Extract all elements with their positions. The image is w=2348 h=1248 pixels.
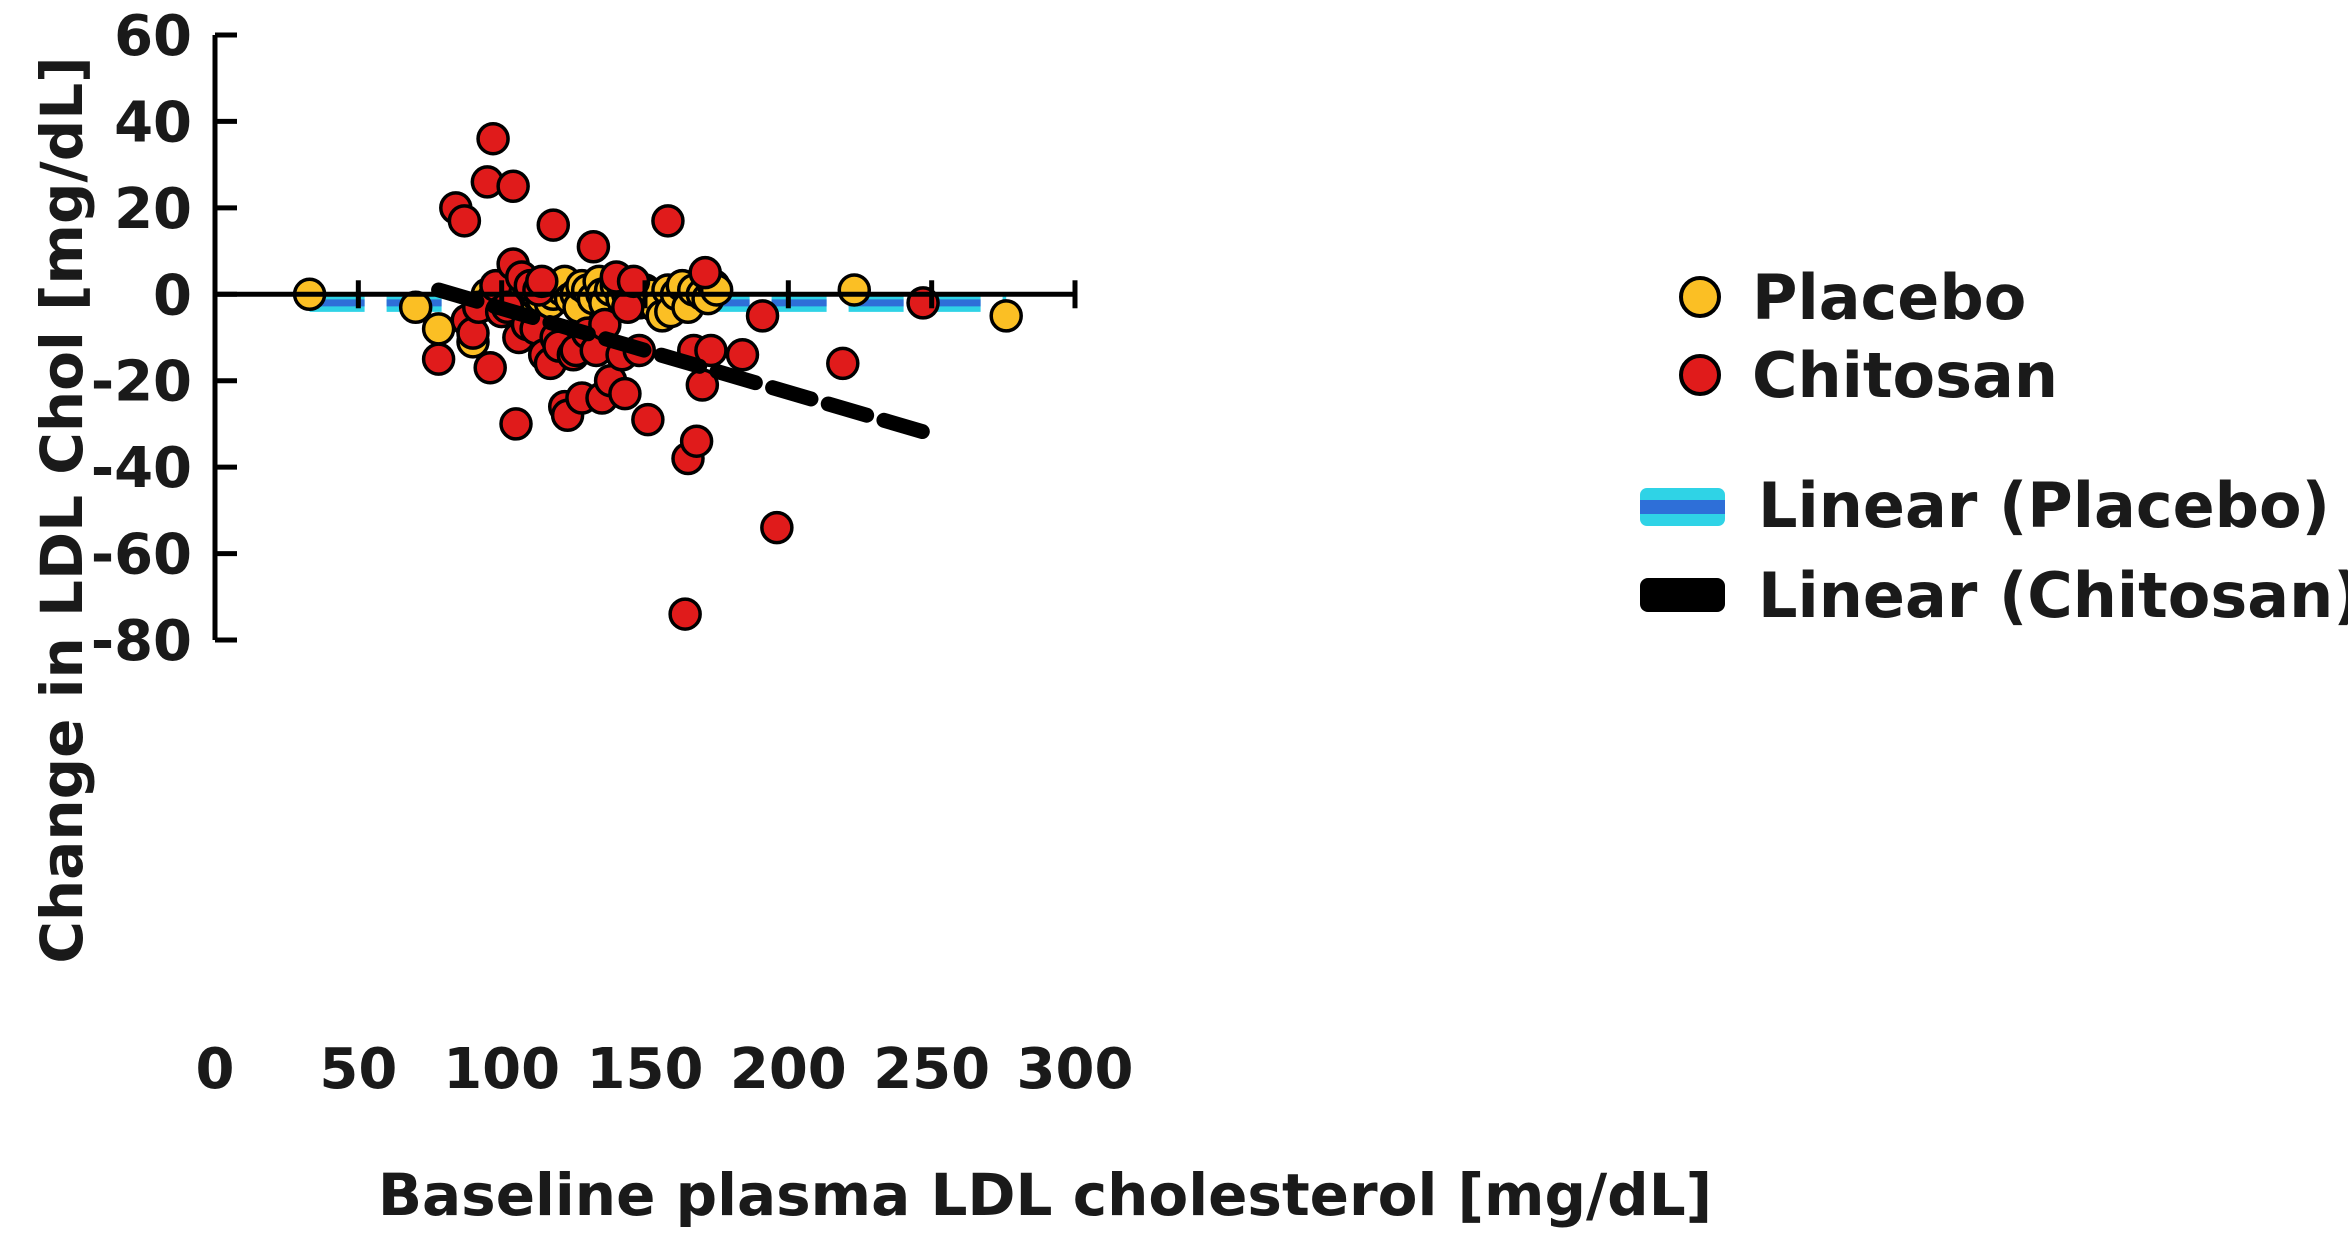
legend-swatch-linear-placebo — [1640, 488, 1725, 526]
point-placebo-2 — [421, 312, 456, 346]
point-chitosan-13 — [499, 407, 533, 441]
trendline-chitosan — [431, 282, 934, 441]
point-chitosan-7 — [473, 351, 507, 385]
point-chitosan-45 — [651, 204, 685, 238]
point-chitosan-46 — [668, 597, 702, 631]
point-chitosan-2 — [447, 204, 482, 238]
point-chitosan-49 — [679, 424, 714, 458]
x-tick-label-0: 0 — [196, 1037, 235, 1102]
x-tick-label-250: 250 — [873, 1037, 990, 1102]
y-tick-label-40: 40 — [114, 90, 192, 155]
point-chitosan-54 — [745, 299, 780, 333]
point-chitosan-12 — [496, 169, 530, 203]
point-placebo-53 — [989, 299, 1023, 333]
x-axis-title: Baseline plasma LDL cholesterol [mg/dL] — [378, 1161, 1712, 1229]
y-tick-label--80: -80 — [91, 609, 192, 674]
legend-swatch-linear-chitosan — [1640, 578, 1725, 612]
point-chitosan-33 — [576, 230, 611, 264]
point-chitosan-52 — [694, 333, 728, 368]
y-tick-label--20: -20 — [91, 350, 192, 415]
point-chitosan-51 — [688, 255, 722, 290]
x-tick-label-200: 200 — [730, 1037, 847, 1102]
x-tick-label-50: 50 — [319, 1037, 397, 1102]
x-tick-label-300: 300 — [1017, 1037, 1134, 1102]
point-placebo-52 — [837, 273, 872, 307]
tick-labels: -80 -60 -40 -20 0 20 40 60 0 50 100 150 200 250 300 — [91, 4, 1134, 1102]
point-chitosan-55 — [760, 510, 794, 545]
point-chitosan-40 — [608, 376, 642, 411]
y-tick-label-20: 20 — [114, 177, 192, 242]
legend-label-placebo: Placebo — [1752, 261, 2026, 334]
x-tick-label-150: 150 — [587, 1037, 704, 1102]
point-chitosan-8 — [476, 121, 510, 156]
point-chitosan-24 — [536, 208, 571, 242]
y-tick-label--40: -40 — [91, 436, 192, 501]
y-tick-label-0: 0 — [153, 263, 192, 328]
point-chitosan-53 — [725, 338, 760, 372]
legend-marker-placebo — [1679, 276, 1721, 318]
point-chitosan-0 — [421, 342, 456, 376]
point-chitosan-44 — [631, 402, 665, 437]
y-tick-label--60: -60 — [91, 523, 192, 588]
axes-layer — [212, 32, 1078, 643]
y-axis-title: Change in LDL Chol [mg/dL] — [28, 56, 96, 963]
x-tick-label-100: 100 — [443, 1037, 560, 1102]
legend: Placebo Chitosan Linear (Placebo) Linear… — [1640, 261, 2348, 632]
points-layer — [292, 121, 1023, 631]
legend-label-linear-chitosan: Linear (Chitosan) — [1758, 559, 2348, 632]
y-tick-label-60: 60 — [114, 4, 192, 69]
point-chitosan-56 — [826, 346, 860, 381]
legend-label-linear-placebo: Linear (Placebo) — [1758, 469, 2330, 542]
legend-marker-chitosan — [1679, 354, 1721, 396]
legend-label-chitosan: Chitosan — [1752, 339, 2058, 412]
